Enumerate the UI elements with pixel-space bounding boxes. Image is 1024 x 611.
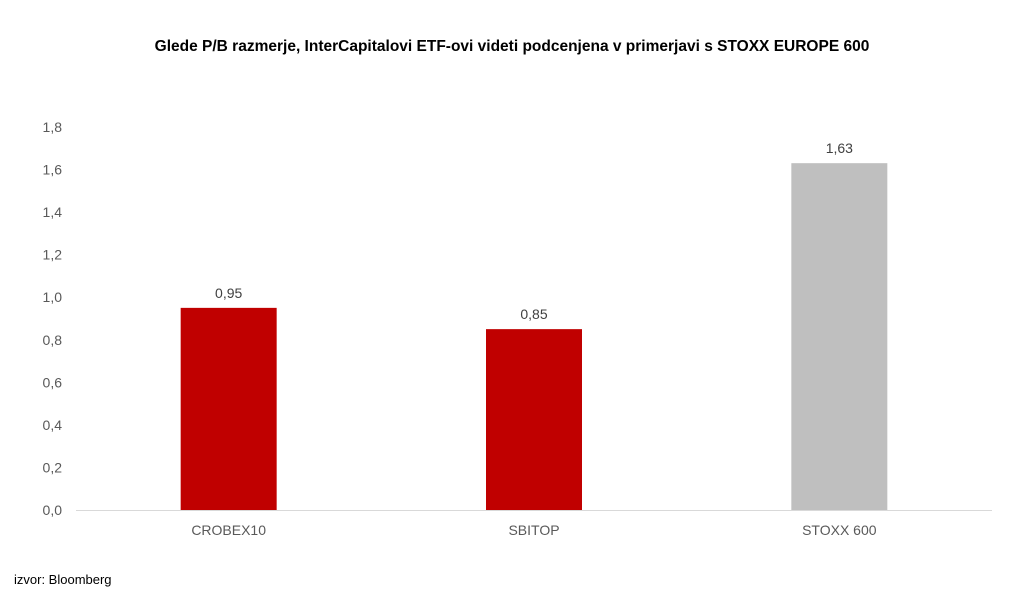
data-labels: 0,95 0,85 1,63: [215, 140, 853, 322]
x-tick-label: CROBEX10: [191, 522, 266, 538]
y-tick-label: 0,6: [43, 374, 63, 390]
x-tick-label: STOXX 600: [802, 522, 877, 538]
source-note: izvor: Bloomberg: [14, 572, 112, 587]
chart-title: Glede P/B razmerje, InterCapitalovi ETF-…: [154, 38, 870, 55]
bar: [791, 163, 888, 510]
y-tick-label: 0,0: [43, 502, 63, 518]
bars: [180, 163, 888, 510]
x-tick-label: SBITOP: [508, 522, 559, 538]
data-label: 1,63: [826, 140, 853, 156]
x-axis: CROBEX10 SBITOP STOXX 600: [76, 510, 992, 538]
y-tick-label: 1,2: [43, 247, 63, 263]
y-tick-label: 0,2: [43, 459, 63, 475]
data-label: 0,85: [520, 306, 547, 322]
y-tick-label: 1,4: [43, 204, 63, 220]
y-tick-label: 1,0: [43, 289, 63, 305]
y-tick-label: 1,6: [43, 162, 63, 178]
y-tick-label: 1,8: [43, 119, 63, 135]
bar: [180, 307, 277, 510]
y-tick-label: 0,4: [43, 417, 63, 433]
y-axis: 0,0 0,2 0,4 0,6 0,8 1,0 1,2 1,4 1,6 1,8: [43, 119, 63, 518]
data-label: 0,95: [215, 285, 242, 301]
bar: [486, 329, 582, 510]
y-tick-label: 0,8: [43, 332, 63, 348]
